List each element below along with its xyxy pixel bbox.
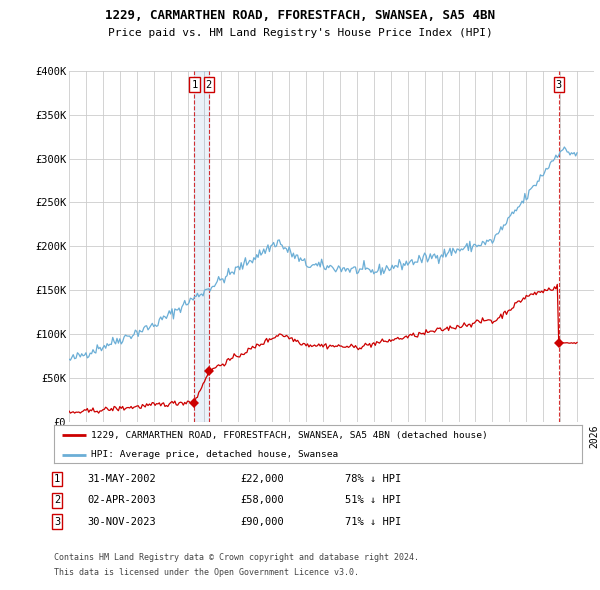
Text: 71% ↓ HPI: 71% ↓ HPI [345, 517, 401, 526]
Text: 2: 2 [206, 80, 212, 90]
Text: Contains HM Land Registry data © Crown copyright and database right 2024.: Contains HM Land Registry data © Crown c… [54, 553, 419, 562]
Text: £90,000: £90,000 [240, 517, 284, 526]
Text: 31-MAY-2002: 31-MAY-2002 [87, 474, 156, 484]
Text: 78% ↓ HPI: 78% ↓ HPI [345, 474, 401, 484]
Text: 1: 1 [54, 474, 60, 484]
Text: 1: 1 [191, 80, 197, 90]
Text: This data is licensed under the Open Government Licence v3.0.: This data is licensed under the Open Gov… [54, 568, 359, 577]
Text: 1229, CARMARTHEN ROAD, FFORESTFACH, SWANSEA, SA5 4BN (detached house): 1229, CARMARTHEN ROAD, FFORESTFACH, SWAN… [91, 431, 488, 440]
Text: 02-APR-2003: 02-APR-2003 [87, 496, 156, 505]
Text: HPI: Average price, detached house, Swansea: HPI: Average price, detached house, Swan… [91, 450, 338, 459]
Text: 3: 3 [556, 80, 562, 90]
Text: Price paid vs. HM Land Registry's House Price Index (HPI): Price paid vs. HM Land Registry's House … [107, 28, 493, 38]
Text: 2: 2 [54, 496, 60, 505]
Text: 3: 3 [54, 517, 60, 526]
Text: £22,000: £22,000 [240, 474, 284, 484]
Text: 1229, CARMARTHEN ROAD, FFORESTFACH, SWANSEA, SA5 4BN: 1229, CARMARTHEN ROAD, FFORESTFACH, SWAN… [105, 9, 495, 22]
Text: 51% ↓ HPI: 51% ↓ HPI [345, 496, 401, 505]
Text: £58,000: £58,000 [240, 496, 284, 505]
Text: 30-NOV-2023: 30-NOV-2023 [87, 517, 156, 526]
Bar [194, 71, 209, 422]
